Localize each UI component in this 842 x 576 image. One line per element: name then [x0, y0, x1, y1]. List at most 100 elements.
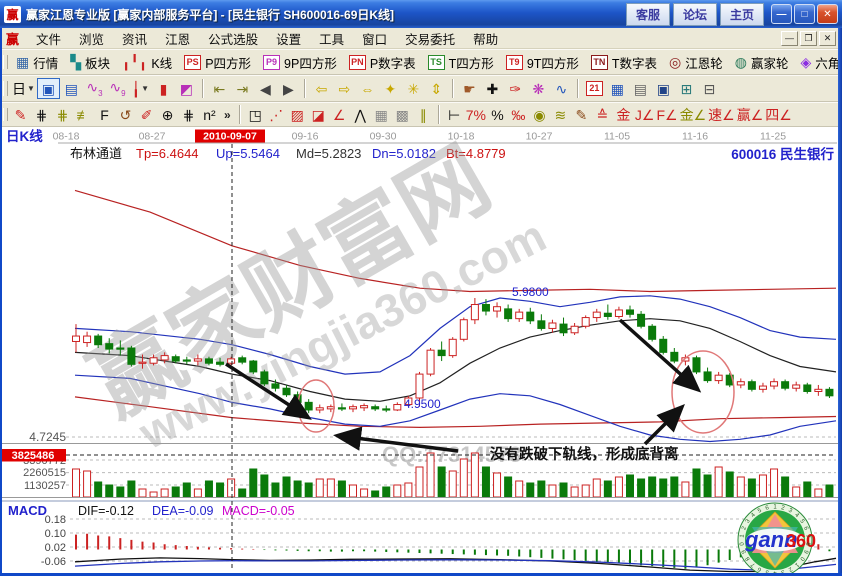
tool-calculator[interactable]: ▦ — [606, 78, 629, 99]
tool-pen-ruler[interactable]: ✐ — [136, 105, 157, 124]
tool-gold-circle[interactable]: ◉ — [529, 105, 550, 124]
tool-square-tool[interactable]: ◳ — [245, 105, 266, 124]
tool-angle-j[interactable]: J∠ — [634, 105, 656, 124]
tool-angle-speed[interactable]: 速∠ — [707, 105, 736, 124]
menu-item-交易委托[interactable]: 交易委托 — [405, 32, 456, 47]
tool-zigzag-lines[interactable]: ⋀ — [350, 105, 371, 124]
tool-angle-four[interactable]: 四∠ — [764, 105, 793, 124]
mdi-close-button[interactable]: ✕ — [819, 30, 836, 46]
tool-gold-line[interactable]: 金 — [613, 105, 634, 124]
tool-print[interactable]: ⊟ — [698, 78, 721, 99]
toolbar-button-kline[interactable]: ╻╹╻ K线 — [116, 51, 178, 74]
tool-spiral[interactable]: ↺ — [115, 105, 136, 124]
menu-item-公式选股[interactable]: 公式选股 — [208, 32, 259, 47]
toolbar-draw-overflow[interactable]: » — [224, 107, 231, 122]
tool-color-chart[interactable]: ◩ — [175, 78, 198, 99]
titlebar-button-service[interactable]: 客服 — [625, 2, 670, 26]
chart-region[interactable]: 08-18 08-27 2010-09-07 09-16 09-30 10-18 10-27… — [0, 127, 842, 576]
tool-plain-ruler[interactable]: ⋕ — [178, 105, 199, 124]
tool-node-tool[interactable]: ❋ — [527, 78, 550, 99]
tool-info-panel[interactable]: ▤ — [60, 78, 83, 99]
tool-fibonacci-ruler[interactable]: F — [94, 105, 115, 124]
tool-shift-left[interactable]: ⇦ — [310, 78, 333, 99]
toolbar-button-sectors[interactable]: ▚ 板块 — [64, 51, 116, 74]
tool-first-page[interactable]: ⇤ — [208, 78, 231, 99]
tool-wave-9[interactable]: ∿9 — [106, 78, 129, 99]
tool-gann-grid[interactable]: ▨ — [287, 105, 308, 124]
tool-notes[interactable]: ▤ — [629, 78, 652, 99]
tool-save[interactable]: ▣ — [652, 78, 675, 99]
menu-item-帮助[interactable]: 帮助 — [473, 32, 499, 47]
tool-pan-hand[interactable]: ☛ — [458, 78, 481, 99]
tool-last-page[interactable]: ⇥ — [231, 78, 254, 99]
tool-percent-3[interactable]: ‰ — [508, 105, 529, 124]
titlebar[interactable]: 赢 赢家江恩专业版 [赢家内部服务平台] - [民生银行 SH600016-69… — [0, 0, 842, 28]
menu-item-窗口[interactable]: 窗口 — [362, 32, 388, 47]
tool-export-image[interactable]: ⊞ — [675, 78, 698, 99]
toolbar-button-9p-square[interactable]: P9 9P四方形 — [257, 51, 343, 74]
titlebar-button-home[interactable]: 主页 — [719, 2, 764, 26]
tool-angle-lines[interactable]: ∠ — [329, 105, 350, 124]
tool-gold-ruler-1[interactable]: ⋕ — [52, 105, 73, 124]
toolbar-button-hexagon[interactable]: ◈六角形 — [795, 51, 842, 74]
tool-expand-horizontal[interactable]: ⇔ — [356, 78, 379, 99]
tool-annotate-pen[interactable]: ✑ — [504, 78, 527, 99]
tool-zoom-out[interactable]: ✳ — [402, 78, 425, 99]
tool-n-square-ruler[interactable]: n² — [199, 105, 220, 124]
toolbar-button-winner-wheel[interactable]: ◍ 赢家轮 — [729, 51, 795, 74]
tool-grid-b[interactable]: ▩ — [392, 105, 413, 124]
tool-calendar[interactable]: 21 — [583, 78, 606, 99]
toolbar-button-p-square[interactable]: PS P四方形 — [178, 51, 257, 74]
minimize-button[interactable]: — — [771, 4, 792, 25]
tool-window-layout[interactable]: ▣ — [36, 78, 60, 99]
tool-wave-3[interactable]: ∿3 — [83, 78, 106, 99]
toolbar-button-t-square[interactable]: TS T四方形 — [422, 51, 500, 74]
tool-gann-fan[interactable]: ⋰ — [266, 105, 287, 124]
tool-gold-ruler-2[interactable]: ≢ — [73, 105, 94, 124]
tool-angle-gold[interactable]: 金∠ — [679, 105, 708, 124]
mdi-system-icon[interactable]: 赢 — [6, 31, 20, 47]
tool-grid-a[interactable]: ▦ — [371, 105, 392, 124]
menu-item-资讯[interactable]: 资讯 — [122, 32, 148, 47]
toolbar-button-gann-wheel[interactable]: ◎ 江恩轮 — [663, 51, 729, 74]
tool-shift-right[interactable]: ⇨ — [333, 78, 356, 99]
tool-pen-a[interactable]: ✎ — [571, 105, 592, 124]
mdi-restore-button[interactable]: ❐ — [800, 30, 817, 46]
titlebar-button-forum[interactable]: 论坛 — [672, 2, 717, 26]
tool-curve-tool[interactable]: ∿ — [550, 78, 573, 99]
menu-item-设置[interactable]: 设置 — [276, 32, 302, 47]
tool-angle-f[interactable]: F∠ — [655, 105, 678, 124]
menu-item-浏览[interactable]: 浏览 — [79, 32, 105, 47]
tool-circle-ruler[interactable]: ⊕ — [157, 105, 178, 124]
tool-double-k[interactable]: ▮ — [152, 78, 175, 99]
tool-parallel-lines[interactable]: ∥ — [413, 105, 434, 124]
menu-item-江恩[interactable]: 江恩 — [165, 32, 191, 47]
tool-single-candle-dropdown[interactable]: ╽ ▼ — [129, 78, 152, 99]
menu-item-工具[interactable]: 工具 — [319, 32, 345, 47]
toolbar-button-quotes[interactable]: ▦ 行情 — [10, 51, 64, 74]
tool-average-line[interactable]: ≙ — [592, 105, 613, 124]
tool-crosshair[interactable]: ✚ — [481, 78, 504, 99]
tool-gann-box[interactable]: ◪ — [308, 105, 329, 124]
tool-percent-7[interactable]: 7% — [465, 105, 487, 124]
window-frame-right[interactable] — [838, 28, 842, 576]
toolbar-button-t-number-table[interactable]: TN T数字表 — [585, 51, 663, 74]
maximize-button[interactable]: □ — [794, 4, 815, 25]
tool-prev-page[interactable]: ◀ — [254, 78, 277, 99]
tool-period-day-dropdown[interactable]: 日 ▼ — [10, 78, 37, 99]
tool-percent[interactable]: % — [487, 105, 508, 124]
tool-zoom-in[interactable]: ✦ — [379, 78, 402, 99]
tool-gold-waves[interactable]: ≋ — [550, 105, 571, 124]
kline-chart[interactable]: 08-18 08-27 2010-09-07 09-16 09-30 10-18 10-27… — [0, 127, 842, 576]
toolbar-button-p-number-table[interactable]: PN P数字表 — [343, 51, 422, 74]
menu-item-文件[interactable]: 文件 — [36, 32, 62, 47]
tool-ruler[interactable]: ⋕ — [31, 105, 52, 124]
tool-expand-vertical[interactable]: ⇕ — [425, 78, 448, 99]
close-button[interactable]: ✕ — [817, 4, 838, 25]
toolbar-button-9t-square[interactable]: T9 9T四方形 — [500, 51, 585, 74]
mdi-minimize-button[interactable]: — — [781, 30, 798, 46]
tool-angle-win[interactable]: 赢∠ — [736, 105, 765, 124]
tool-next-page[interactable]: ▶ — [277, 78, 300, 99]
tool-brush[interactable]: ✎ — [10, 105, 31, 124]
tool-scale-ruler[interactable]: ⊢ — [444, 105, 465, 124]
